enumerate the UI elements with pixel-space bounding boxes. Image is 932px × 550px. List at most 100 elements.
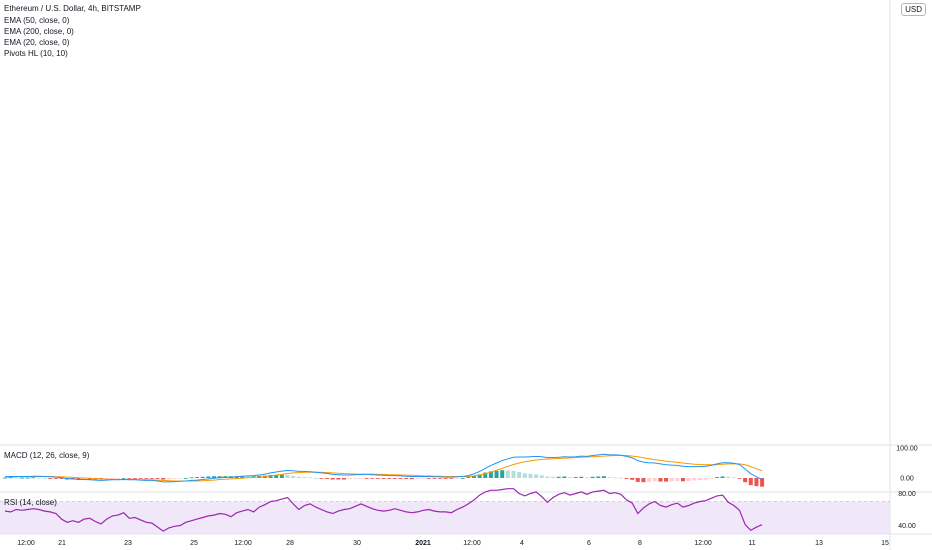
macd-histogram-bar (245, 476, 250, 478)
macd-histogram-bar (438, 478, 443, 479)
macd-histogram-bar (212, 476, 217, 478)
macd-histogram-bar (471, 475, 476, 478)
time-tick-label: 28 (286, 540, 294, 547)
macd-histogram-bar (534, 474, 539, 478)
time-tick-label: 15 (881, 540, 889, 547)
time-tick-label: 30 (353, 540, 361, 547)
time-tick-label: 6 (587, 540, 591, 547)
rsi-pane (0, 488, 890, 534)
rsi-band (0, 501, 890, 534)
macd-histogram-bar (477, 474, 482, 478)
macd-histogram-bar (195, 477, 200, 478)
macd-histogram-bar (8, 477, 13, 479)
time-tick-label: 12:00 (694, 540, 712, 547)
macd-histogram-bar (358, 478, 363, 479)
macd-histogram-bar (183, 478, 188, 479)
macd-histogram-bar (590, 476, 595, 478)
currency-badge[interactable]: USD (901, 3, 926, 16)
macd-histogram-bar (635, 478, 640, 482)
macd-histogram-bar (217, 476, 222, 478)
macd-histogram-bar (155, 478, 160, 479)
price-axis[interactable]: 500.001450.001350.001270.001190.001110.0… (890, 0, 929, 531)
macd-histogram-bar (330, 478, 335, 480)
macd-histogram-bar (545, 476, 550, 478)
macd-histogram-bar (325, 478, 330, 479)
time-tick-label: 2021 (415, 540, 431, 547)
macd-histogram-bar (268, 475, 273, 478)
legend-ema200[interactable]: EMA (200, close, 0) (4, 27, 74, 36)
time-tick-label: 4 (520, 540, 524, 547)
macd-histogram-bar (568, 477, 572, 478)
macd-histogram-bar (511, 470, 516, 478)
legend-ema20[interactable]: EMA (20, close, 0) (4, 38, 70, 47)
macd-histogram-bar (714, 477, 719, 478)
rsi-line (4, 488, 763, 532)
macd-histogram-bar (127, 478, 132, 479)
macd-histogram-bar (551, 476, 556, 478)
macd-histogram-bar (483, 472, 488, 478)
macd-histogram-bar (347, 478, 352, 480)
macd-histogram-bar (178, 478, 183, 479)
macd-histogram-bar (200, 476, 205, 478)
macd-histogram-bar (302, 477, 307, 478)
macd-histogram-bar (754, 478, 759, 487)
macd-histogram-bar (664, 478, 669, 482)
macd-histogram-bar (522, 473, 527, 478)
macd-histogram-bar (206, 476, 211, 478)
macd-histogram-bar (404, 478, 409, 479)
macd-histogram-bar (692, 478, 697, 481)
macd-histogram-bar (613, 477, 618, 479)
time-tick-label: 13 (815, 540, 823, 547)
macd-histogram-bar (291, 475, 296, 478)
legend-macd[interactable]: MACD (12, 26, close, 9) (4, 451, 90, 460)
macd-histogram-bar (279, 474, 284, 478)
macd-histogram-bar (675, 478, 680, 481)
macd-histogram-bar (381, 478, 386, 479)
macd-histogram-bar (669, 478, 674, 482)
macd-pane (3, 453, 765, 487)
macd-histogram-bar (274, 475, 279, 478)
macd-histogram-bar (313, 478, 318, 479)
macd-histogram-bar (624, 478, 629, 479)
macd-histogram-bar (731, 477, 736, 479)
macd-histogram-bar (308, 477, 313, 479)
time-tick-label: 11 (748, 540, 755, 547)
macd-histogram-bar (421, 478, 426, 479)
time-axis[interactable]: 12:00 21 23 25 12:00 28 30 2021 12:00 4 6 8 12:00 11 1… (17, 540, 889, 547)
legend-pivots[interactable]: Pivots HL (10, 10) (4, 49, 68, 58)
macd-histogram-bar (630, 478, 635, 480)
macd-histogram-bar (743, 478, 748, 483)
macd-histogram-bar (443, 478, 448, 479)
macd-histogram-bar (14, 477, 19, 479)
macd-histogram-bar (31, 477, 36, 479)
legend-rsi[interactable]: RSI (14, close) (4, 498, 57, 507)
macd-histogram-bar (149, 478, 154, 479)
macd-histogram-bar (466, 477, 471, 478)
macd-histogram-bar (189, 477, 194, 479)
macd-histogram-bar (19, 477, 24, 479)
macd-histogram-bar (455, 478, 459, 479)
macd-histogram-bar (110, 478, 115, 479)
macd-histogram-bar (342, 478, 346, 480)
symbol-title[interactable]: Ethereum / U.S. Dollar, 4h, BITSTAMP (4, 4, 141, 13)
macd-histogram-bar (375, 478, 380, 479)
macd-histogram-bar (652, 478, 657, 482)
macd-histogram-bar (584, 477, 589, 479)
macd-histogram-bar (370, 478, 375, 479)
macd-histogram-bar (42, 478, 47, 479)
macd-histogram-bar (539, 475, 544, 478)
legend-ema50[interactable]: EMA (50, close, 0) (4, 16, 70, 25)
macd-histogram-bar (48, 478, 53, 479)
macd-histogram-bar (528, 473, 533, 478)
macd-histogram-bar (240, 475, 245, 478)
macd-histogram-bar (641, 478, 646, 483)
macd-histogram-bar (556, 476, 561, 478)
macd-histogram-bar (36, 477, 41, 479)
macd-histogram-bar (505, 470, 510, 478)
macd-histogram-bar (121, 478, 126, 479)
time-tick-label: 8 (638, 540, 642, 547)
time-tick-label: 25 (190, 540, 198, 547)
time-tick-label: 12:00 (234, 540, 252, 547)
